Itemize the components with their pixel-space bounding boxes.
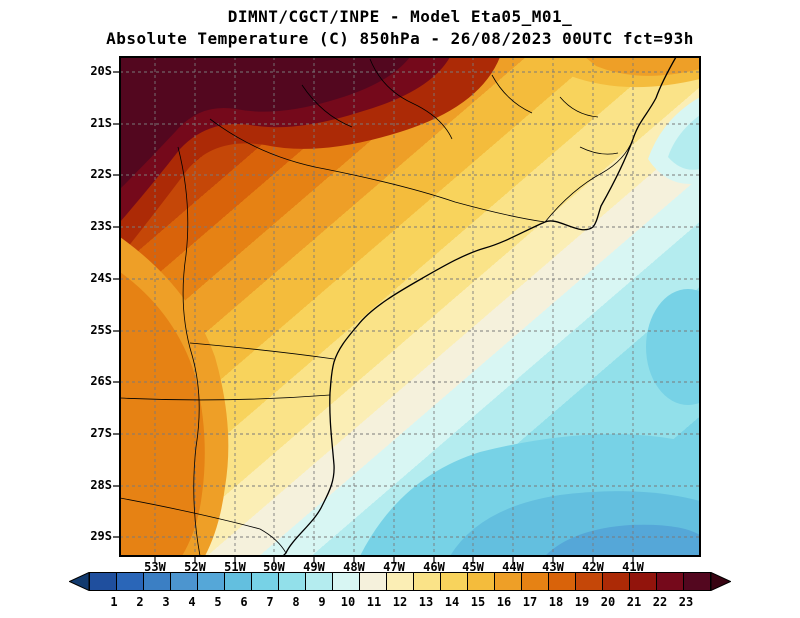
lon-label: 43W — [542, 560, 564, 574]
colorbar-cell — [386, 572, 414, 591]
colorbar-cell — [602, 572, 630, 591]
colorbar-cells — [89, 572, 711, 591]
map-plot — [113, 56, 701, 563]
lon-label: 47W — [383, 560, 405, 574]
temperature-band-blob — [120, 272, 205, 556]
colorbar-cell — [143, 572, 171, 591]
colorbar-cell — [278, 572, 306, 591]
colorbar-cell — [548, 572, 576, 591]
colorbar-cell — [89, 572, 117, 591]
colorbar-value: 20 — [600, 595, 616, 609]
grid-lines — [120, 57, 700, 556]
colorbar-cell — [116, 572, 144, 591]
colorbar-value: 3 — [162, 595, 170, 609]
figure-title: DIMNT/CGCT/INPE - Model Eta05_M01_ Absol… — [0, 6, 800, 50]
state-borders — [120, 58, 634, 556]
colorbar-values: 1 2 3 4 5 6 7 8 9 10 11 12 13 14 15 16 1… — [0, 595, 800, 609]
colorbar-value: 6 — [240, 595, 248, 609]
colorbar-left-arrow — [69, 572, 89, 591]
colorbar-cell — [575, 572, 603, 591]
colorbar-value: 4 — [188, 595, 196, 609]
colorbar-right-arrow — [711, 572, 731, 591]
colorbar-cell — [305, 572, 333, 591]
colorbar-value: 22 — [652, 595, 668, 609]
lat-label: 24S — [90, 271, 112, 285]
colorbar-value: 21 — [626, 595, 642, 609]
temperature-band-blob — [585, 57, 700, 76]
colorbar-value: 10 — [340, 595, 356, 609]
colorbar-cell — [467, 572, 495, 591]
colorbar-cell — [170, 572, 198, 591]
colorbar-value: 8 — [292, 595, 300, 609]
colorbar-cell — [629, 572, 657, 591]
colorbar-cell — [332, 572, 360, 591]
colorbar-cell — [440, 572, 468, 591]
colorbar-value: 12 — [392, 595, 408, 609]
lat-label: 23S — [90, 219, 112, 233]
colorbar-cell — [359, 572, 387, 591]
temperature-band-blob — [668, 115, 700, 170]
colorbar-value: 1 — [110, 595, 118, 609]
lon-label: 45W — [462, 560, 484, 574]
colorbar-cell — [521, 572, 549, 591]
temperature-band-blob — [120, 57, 410, 189]
coastline — [282, 57, 677, 556]
colorbar-cell — [494, 572, 522, 591]
map-border — [119, 56, 701, 557]
lat-label: 28S — [90, 478, 112, 492]
colorbar-value: 15 — [470, 595, 486, 609]
lat-label: 25S — [90, 323, 112, 337]
colorbar-value: 7 — [266, 595, 274, 609]
lon-label: 46W — [423, 560, 445, 574]
lat-label: 20S — [90, 64, 112, 78]
colorbar-cell — [683, 572, 711, 591]
colorbar-cell — [197, 572, 225, 591]
lon-label: 44W — [502, 560, 524, 574]
lon-label: 50W — [263, 560, 285, 574]
colorbar-cell — [224, 572, 252, 591]
colorbar-cell — [413, 572, 441, 591]
axis-ticks — [113, 71, 634, 563]
colorbar-value: 14 — [444, 595, 460, 609]
lon-label: 42W — [582, 560, 604, 574]
lon-label: 41W — [622, 560, 644, 574]
lon-label: 49W — [303, 560, 325, 574]
colorbar-value: 11 — [366, 595, 382, 609]
colorbar-value: 13 — [418, 595, 434, 609]
colorbar-value: 9 — [318, 595, 326, 609]
lon-label: 52W — [184, 560, 206, 574]
temperature-band-blob — [646, 289, 700, 405]
lat-label: 22S — [90, 167, 112, 181]
lat-label: 26S — [90, 374, 112, 388]
lat-label: 29S — [90, 529, 112, 543]
colorbar-cell — [656, 572, 684, 591]
colorbar-value: 5 — [214, 595, 222, 609]
colorbar-value: 23 — [678, 595, 694, 609]
colorbar-value: 2 — [136, 595, 144, 609]
title-line-1: DIMNT/CGCT/INPE - Model Eta05_M01_ — [227, 7, 573, 26]
lat-label: 27S — [90, 426, 112, 440]
title-line-2: Absolute Temperature (C) 850hPa - 26/08/… — [106, 29, 694, 48]
colorbar-value: 17 — [522, 595, 538, 609]
lon-label: 51W — [224, 560, 246, 574]
colorbar-value: 19 — [574, 595, 590, 609]
colorbar-value: 16 — [496, 595, 512, 609]
colorbar — [0, 572, 800, 591]
colorbar-value: 18 — [548, 595, 564, 609]
lon-label: 53W — [144, 560, 166, 574]
lat-label: 21S — [90, 116, 112, 130]
temperature-band-blob — [545, 524, 700, 556]
lon-label: 48W — [343, 560, 365, 574]
colorbar-cell — [251, 572, 279, 591]
